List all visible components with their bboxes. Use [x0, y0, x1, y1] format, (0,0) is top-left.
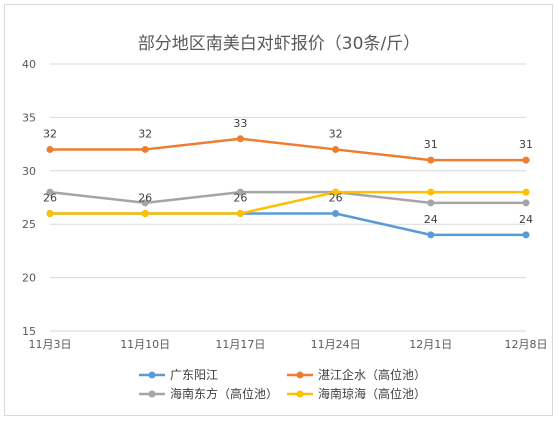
data-point	[427, 231, 435, 239]
data-point	[141, 199, 149, 207]
data-point	[141, 210, 149, 218]
data-label: 32	[138, 127, 152, 140]
y-axis-ticks: 15 20 25 30 35 40	[22, 58, 36, 338]
chart-frame	[4, 4, 553, 416]
legend-label: 湛江企水（高位池）	[318, 367, 426, 382]
chart-title: 部分地区南美白对虾报价（30条/斤）	[138, 34, 420, 54]
data-label: 26	[329, 192, 343, 205]
x-tick-label: 11月3日	[29, 338, 72, 351]
x-tick-label: 11月17日	[215, 338, 265, 351]
legend-item: 海南东方（高位池）	[139, 386, 278, 401]
series-2	[46, 135, 530, 164]
legend-item: 海南琼海（高位池）	[287, 386, 426, 401]
data-point	[141, 145, 149, 153]
data-point	[332, 210, 340, 218]
data-label: 31	[519, 138, 533, 151]
data-point	[522, 156, 530, 164]
legend-marker	[148, 390, 156, 398]
data-label: 26	[43, 192, 57, 205]
y-tick-label: 35	[22, 111, 36, 124]
data-point	[427, 156, 435, 164]
data-point	[46, 188, 54, 196]
data-point	[332, 188, 340, 196]
series-lines	[46, 135, 530, 239]
data-point	[236, 188, 244, 196]
x-tick-label: 12月8日	[505, 338, 548, 351]
data-point	[427, 188, 435, 196]
y-tick-label: 15	[22, 325, 36, 338]
data-point	[46, 210, 54, 218]
legend: 广东阳江 湛江企水（高位池） 海南东方（高位池） 海南琼海（高位池）	[139, 367, 426, 401]
x-tick-label: 12月1日	[409, 338, 452, 351]
legend-label: 海南东方（高位池）	[170, 386, 278, 401]
data-point	[522, 188, 530, 196]
y-tick-label: 20	[22, 272, 36, 285]
data-point	[236, 135, 244, 143]
y-tick-label: 40	[22, 58, 36, 71]
legend-item: 湛江企水（高位池）	[287, 367, 426, 382]
data-label: 31	[424, 138, 438, 151]
data-label: 24	[519, 213, 533, 226]
data-point	[522, 199, 530, 207]
gridlines	[50, 63, 526, 332]
series-line	[50, 137, 526, 162]
data-label: 24	[424, 213, 438, 226]
series-line	[49, 190, 526, 205]
legend-marker	[296, 371, 304, 379]
legend-item: 广东阳江	[139, 368, 218, 382]
data-label: 26	[233, 192, 247, 205]
legend-label: 广东阳江	[170, 368, 218, 382]
data-point	[332, 145, 340, 153]
data-point	[427, 199, 435, 207]
data-point	[46, 145, 54, 153]
data-label: 26	[138, 192, 152, 205]
data-labels: 26 24 24 32 32 33 32 31 31 26 26 26	[43, 117, 533, 226]
data-label: 32	[43, 127, 57, 140]
legend-marker	[296, 390, 304, 398]
data-point	[236, 210, 244, 218]
x-axis-ticks: 11月3日 11月10日 11月17日 11月24日 12月1日 12月8日	[29, 338, 548, 351]
x-tick-label: 11月10日	[120, 338, 170, 351]
legend-marker	[148, 371, 156, 379]
data-point	[522, 231, 530, 239]
y-tick-label: 30	[22, 165, 36, 178]
legend-label: 海南琼海（高位池）	[318, 386, 426, 401]
series-line	[50, 190, 526, 215]
x-tick-label: 11月24日	[311, 338, 361, 351]
series-4	[46, 188, 530, 218]
data-label: 33	[233, 117, 247, 130]
data-label: 32	[329, 127, 343, 140]
y-tick-label: 25	[22, 218, 36, 231]
